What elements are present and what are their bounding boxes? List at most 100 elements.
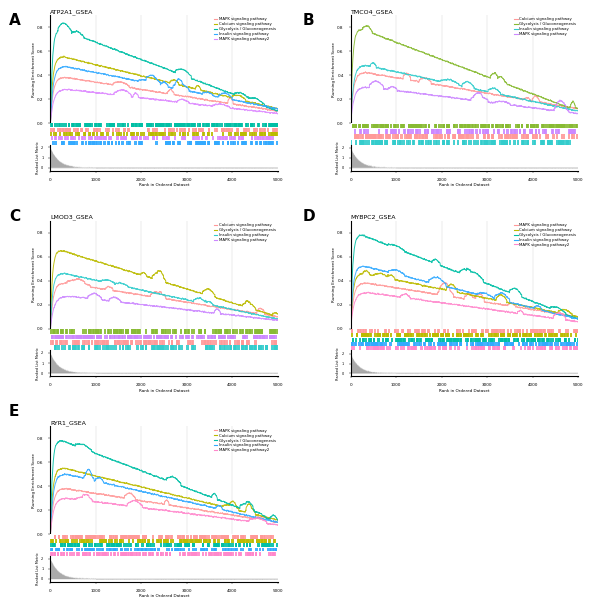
Bar (186, 335, 188, 340)
Bar (130, 552, 132, 556)
Bar (155, 132, 157, 136)
Bar (221, 535, 223, 539)
Bar (384, 140, 387, 145)
Bar (527, 346, 529, 350)
Bar (268, 552, 270, 556)
Bar (164, 539, 166, 543)
Bar (60, 552, 63, 556)
Bar (259, 141, 261, 145)
Bar (150, 132, 152, 136)
Bar (563, 342, 565, 346)
Bar (141, 539, 143, 543)
Bar (243, 335, 245, 340)
Bar (273, 124, 276, 127)
Bar (425, 134, 428, 139)
Bar (530, 334, 532, 337)
Bar (274, 124, 276, 127)
Bar (431, 346, 433, 350)
Bar (540, 140, 542, 145)
Bar (568, 342, 570, 346)
Bar (242, 346, 244, 350)
Bar (117, 128, 119, 131)
Bar (273, 335, 275, 340)
Text: TMCO4_GSEA: TMCO4_GSEA (350, 9, 393, 14)
Bar (190, 124, 193, 127)
Bar (363, 124, 365, 128)
Bar (272, 548, 274, 551)
Bar (62, 128, 65, 131)
Bar (514, 334, 517, 337)
Bar (426, 334, 428, 337)
Bar (366, 346, 368, 350)
Bar (90, 335, 92, 340)
Bar (149, 552, 151, 556)
Bar (189, 141, 192, 145)
Bar (141, 124, 143, 127)
Bar (82, 136, 84, 140)
Bar (231, 124, 233, 127)
Bar (192, 132, 195, 136)
Bar (165, 539, 167, 543)
Bar (62, 539, 64, 543)
Bar (406, 140, 409, 145)
Bar (148, 539, 150, 543)
Bar (174, 346, 177, 350)
Bar (98, 124, 100, 127)
Bar (155, 136, 158, 140)
Bar (66, 539, 69, 543)
Bar (197, 539, 200, 543)
Bar (187, 544, 190, 547)
Bar (359, 338, 361, 341)
Bar (443, 346, 445, 350)
Bar (415, 124, 416, 128)
Bar (232, 335, 234, 340)
Bar (272, 335, 274, 340)
Bar (196, 539, 198, 543)
Bar (436, 134, 438, 139)
Bar (548, 124, 550, 128)
Bar (249, 552, 251, 556)
Bar (480, 342, 483, 346)
Bar (270, 340, 273, 345)
Bar (208, 124, 210, 127)
Bar (500, 140, 503, 145)
Bar (366, 124, 369, 128)
Bar (114, 340, 116, 345)
Bar (468, 134, 470, 139)
Bar (200, 548, 202, 551)
Bar (542, 342, 544, 346)
Bar (415, 124, 417, 128)
Bar (154, 548, 157, 551)
Bar (184, 136, 186, 140)
Bar (137, 544, 139, 547)
Bar (490, 342, 493, 346)
Bar (570, 129, 572, 134)
Bar (88, 335, 91, 340)
Bar (365, 124, 366, 128)
Bar (372, 342, 375, 346)
Bar (130, 132, 132, 136)
Bar (477, 342, 480, 346)
Bar (503, 338, 506, 341)
Bar (67, 548, 69, 551)
Bar (570, 129, 573, 134)
Bar (161, 329, 164, 334)
Bar (275, 340, 278, 345)
Bar (491, 329, 493, 333)
Bar (269, 335, 271, 340)
Bar (212, 552, 215, 556)
Bar (438, 124, 440, 128)
Bar (117, 141, 120, 145)
Bar (200, 535, 203, 539)
Bar (390, 334, 393, 337)
Bar (72, 124, 74, 127)
Bar (504, 338, 506, 341)
Bar (456, 334, 458, 337)
Bar (184, 335, 187, 340)
Bar (95, 128, 98, 131)
Bar (388, 134, 390, 139)
Bar (82, 346, 84, 350)
Bar (374, 140, 377, 145)
Bar (199, 535, 201, 539)
Bar (238, 552, 240, 556)
